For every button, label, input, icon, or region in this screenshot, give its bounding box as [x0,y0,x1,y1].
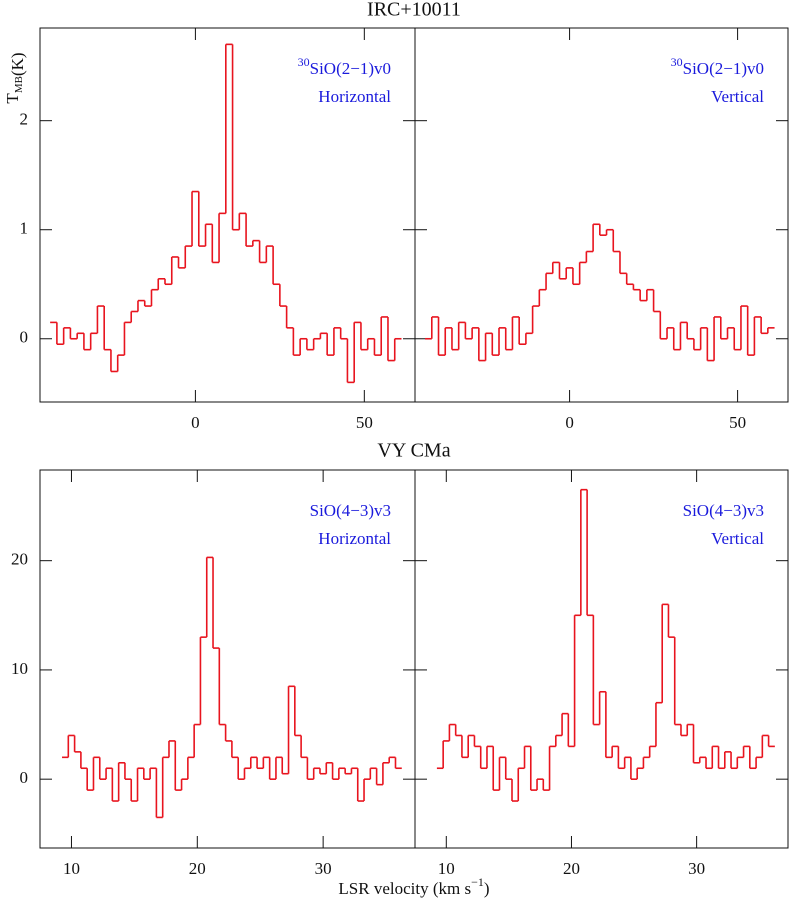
annotation: Vertical [711,529,764,548]
step-connector [442,489,770,802]
x-tick-label: 50 [356,413,373,432]
annotation-text: SiO(2−1)v0 [683,59,764,78]
annotation: 30SiO(2−1)v0 [298,55,391,78]
panel-frame [39,27,416,403]
annotation-text: SiO(2−1)v0 [310,59,391,78]
y-tick-label: 1 [20,219,29,238]
y-tick-label: 2 [20,110,29,129]
figure-title: IRC+10011 [367,0,461,21]
figure-title: VY CMa [377,440,450,462]
x-label-end: ) [484,879,490,898]
y-tick-label: 0 [20,768,29,787]
step-connector [67,557,397,818]
panel-frame [414,27,789,403]
y-label-main: T [3,93,22,104]
annotation: SiO(4−3)v3 [683,501,764,520]
x-tick-label: 30 [315,859,332,878]
x-tick-label: 10 [438,859,455,878]
annotation: Vertical [711,87,764,106]
x-tick-label: 30 [688,859,705,878]
annotation: Horizontal [318,87,391,106]
y-label-sub: MB [13,76,25,93]
step-connector [431,224,769,361]
annotation: SiO(4−3)v3 [310,501,391,520]
x-tick-label: 50 [729,413,746,432]
annotation-superscript: 30 [298,55,310,69]
y-label-unit: (K) [8,52,27,76]
x-tick-label: 10 [63,859,80,878]
panel-frame [414,469,789,849]
annotation: 30SiO(2−1)v0 [671,55,764,78]
panel-frame [39,469,416,849]
x-tick-label: 0 [191,413,200,432]
annotation-text: SiO(4−3)v3 [683,501,764,520]
annotation-superscript: 30 [671,55,683,69]
x-tick-label: 0 [565,413,574,432]
x-axis-label: LSR velocity (km s−1) [338,875,489,898]
y-axis-label: TMB(K) [3,52,27,103]
x-tick-label: 20 [189,859,206,878]
step-connector [56,44,396,383]
y-tick-label: 10 [11,659,28,678]
y-tick-label: 0 [20,328,29,347]
x-label-sup: −1 [471,875,484,889]
annotation-text: SiO(4−3)v3 [310,501,391,520]
annotation: Horizontal [318,529,391,548]
x-tick-label: 20 [563,859,580,878]
y-tick-label: 20 [11,550,28,569]
x-label-main: LSR velocity (km s [338,879,471,898]
